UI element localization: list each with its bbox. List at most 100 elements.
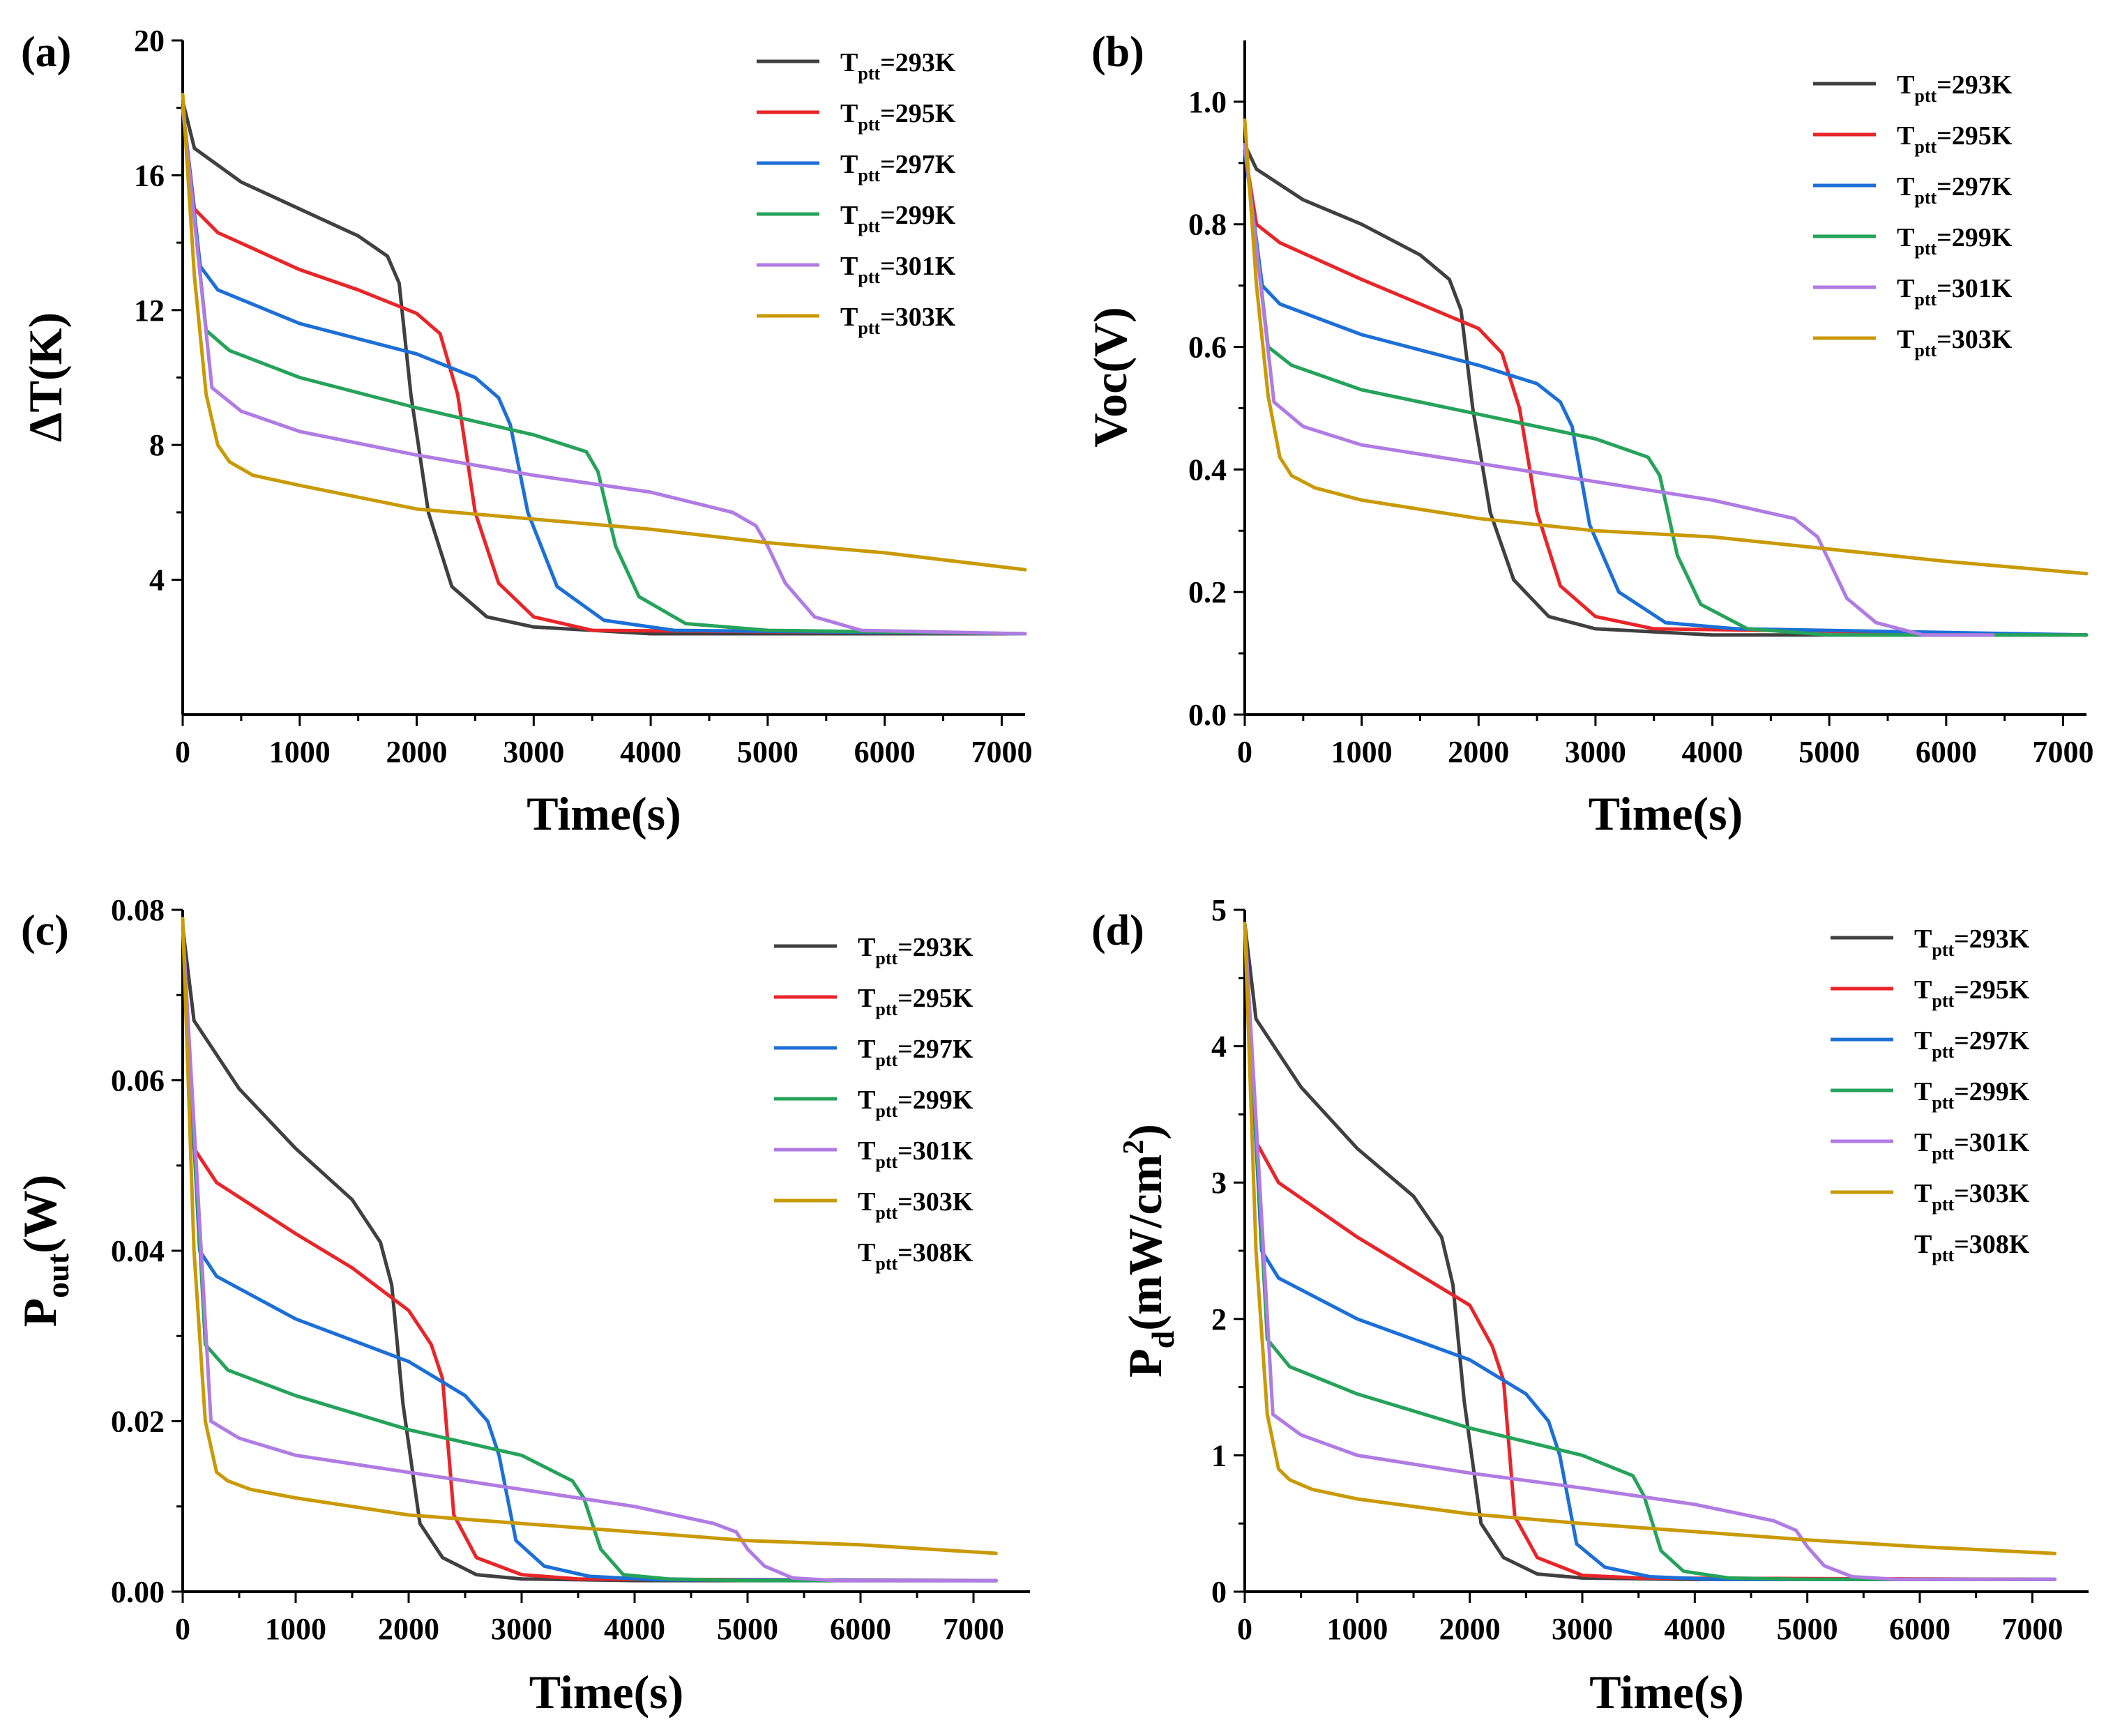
series-line-295K [181,925,998,1583]
legend-label-tail: =308K [1954,1230,2030,1259]
legend-label-sub: ptt [1914,289,1937,310]
y-axis-title-sub: out [40,1253,75,1298]
legend-label-sub: ptt [858,267,880,287]
x-tick-label: 0 [175,1612,190,1646]
x-tick-label: 2000 [386,735,448,769]
x-tick-label: 3000 [1552,1612,1613,1646]
legend-entry: Tptt=297K [1914,1026,2030,1062]
y-tick-label: 2 [1211,1302,1227,1337]
legend-label-tail: =301K [1937,274,2013,303]
legend-label-main: T [858,1136,875,1166]
legend-entry: Tptt=293K [840,48,956,84]
legend-entry: Tptt=308K [858,1238,974,1274]
x-axis-title: Time(s) [526,787,681,840]
legend-label-tail: =295K [897,984,974,1013]
legend-label-main: T [1897,223,1914,252]
legend-entry: Tptt=295K [840,99,956,135]
legend-label-tail: =299K [897,1086,974,1115]
legend-entry: Tptt=297K [840,150,956,185]
legend-label-sub: ptt [875,1101,897,1121]
legend-label-tail: =303K [1954,1179,2030,1208]
panel-label: (d) [1091,907,1144,954]
y-tick-label: 4 [1211,1030,1227,1064]
legend-entry: Tptt=301K [1914,1128,2030,1164]
x-tick-label: 0 [175,735,190,769]
x-axis-title: Time(s) [529,1666,684,1719]
legend-label-sub: ptt [875,1254,897,1274]
y-tick-label: 8 [149,428,165,462]
legend-label-main: T [1914,1230,1932,1259]
x-tick-label: 5000 [1798,735,1860,769]
series-line-297K [181,106,1027,636]
legend-label-main: T [1897,274,1914,303]
legend-label-main: T [858,1086,875,1115]
legend-label-main: T [1897,70,1914,100]
legend-entry: Tptt=295K [1897,121,2013,157]
legend-label-tail: =299K [1954,1077,2030,1106]
legend-entry: Tptt=299K [1914,1077,2030,1113]
legend-label-tail: =295K [880,99,956,128]
series-line-299K [181,925,998,1583]
legend-label-sub: ptt [1914,137,1937,157]
legend-label-tail: =308K [897,1238,974,1267]
legend-label-sub: ptt [875,1050,897,1070]
legend-label-tail: =297K [880,150,956,179]
y-axis-title-tail: (mW/cm [1119,1155,1172,1331]
y-tick-label: 0.6 [1188,330,1227,365]
series-line-299K [1243,922,2057,1581]
y-tick-label: 16 [134,158,165,192]
legend-label-main: T [840,303,858,332]
x-tick-label: 0 [1237,735,1252,769]
y-tick-label: 4 [149,563,165,597]
legend-entry: Tptt=303K [840,303,956,338]
y-tick-label: 0.8 [1188,208,1227,242]
x-tick-label: 2000 [378,1612,439,1646]
y-axis-title-tail: (W) [13,1175,66,1254]
series-line-299K [181,106,1027,636]
legend-entry: Tptt=293K [1914,924,2030,960]
y-axis-title-close: ) [1119,1124,1172,1140]
x-tick-label: 7000 [943,1612,1004,1646]
legend-label-main: T [840,252,858,281]
y-tick-label: 0.2 [1188,575,1227,609]
legend-label-main: T [858,933,875,962]
legend-label-sub: ptt [1932,1194,1954,1215]
x-tick-label: 2000 [1448,735,1509,769]
y-tick-label: 0.0 [1188,698,1227,732]
legend-label-main: T [858,1187,875,1217]
x-tick-label: 6000 [1889,1612,1950,1646]
legend-label-tail: =293K [1937,70,2013,100]
series-line-303K [1243,118,2089,576]
x-tick-label: 5000 [1777,1612,1838,1646]
legend-entry: Tptt=301K [1897,274,2013,310]
series-line-301K [181,925,998,1583]
legend-label-sub: ptt [875,948,897,968]
legend-entry: Tptt=293K [1897,70,2013,106]
legend-label-sub: ptt [875,1203,897,1223]
chart-panel-a: (a) 0 1000 2000 3000 4000 5000 6000 7000 4 8 12 16 20… [19,24,1032,840]
x-tick-label: 2000 [1439,1612,1501,1646]
legend-entry: Tptt=303K [1897,325,2013,360]
x-axis-title: Time(s) [1589,787,1743,840]
series-line-303K [181,916,998,1555]
y-tick-label: 0.04 [111,1234,165,1268]
legend-label-main: T [840,99,858,128]
series-line-293K [181,99,1027,636]
legend-entry: Tptt=303K [858,1187,974,1223]
legend-label-sub: ptt [1932,1042,1954,1062]
legend-label-main: T [1914,1026,1932,1056]
legend-label-sub: ptt [1914,188,1937,208]
x-tick-label: 1000 [1326,1612,1388,1646]
legend-label-main: T [1914,924,1932,954]
series-line-301K [1243,922,2057,1581]
legend-label-tail: =303K [880,303,956,332]
y-axis-title: Pd(mW/cm2) [1118,1124,1181,1378]
legend-label-sub: ptt [1932,1092,1954,1113]
y-tick-label: 5 [1211,893,1227,927]
y-axis-title: ΔT(K) [19,312,72,442]
legend-label-sub: ptt [858,114,880,135]
legend-label-tail: =301K [897,1136,974,1166]
y-axis-title-main: P [1119,1348,1172,1378]
y-tick-label: 3 [1211,1166,1227,1200]
